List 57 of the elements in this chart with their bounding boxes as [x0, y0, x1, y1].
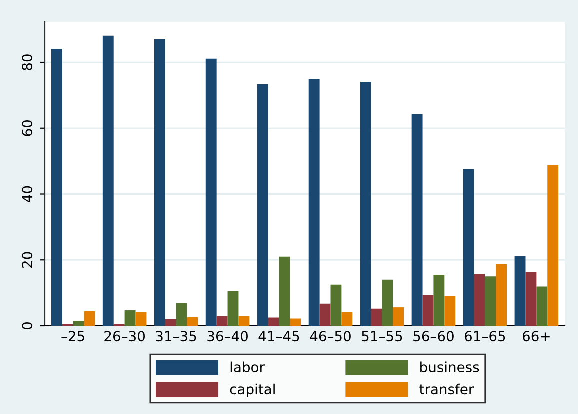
bar [474, 274, 486, 326]
bar [238, 316, 250, 326]
x-tick-label: 26–30 [104, 331, 146, 342]
bar [371, 308, 382, 326]
y-tick-label: 20 [22, 252, 33, 268]
bar [308, 79, 320, 326]
x-tick-label: 41–45 [258, 331, 300, 342]
bar [257, 84, 268, 326]
bar [165, 319, 176, 326]
y-tick-label: 40 [22, 186, 33, 202]
bar [330, 284, 342, 326]
x-tick-label: –25 [62, 331, 84, 342]
bar [393, 308, 404, 326]
bar [268, 318, 280, 326]
bar [444, 296, 456, 326]
bar [320, 304, 331, 326]
legend-label: capital [230, 384, 275, 398]
legend-label: transfer [420, 384, 474, 395]
bar [279, 256, 290, 326]
x-tick-label: 61–65 [465, 331, 506, 342]
x-tick-label: 46–50 [310, 331, 351, 342]
x-tick-label: 56–60 [414, 331, 454, 342]
bar [496, 264, 508, 326]
bar [84, 312, 96, 326]
bar [176, 303, 188, 326]
x-tick-label: 51–55 [362, 331, 402, 342]
x-tick-label: 36–40 [208, 331, 248, 342]
bar [548, 165, 559, 326]
x-tick-label: 31–35 [156, 331, 196, 342]
bar [102, 36, 114, 326]
bar [154, 39, 166, 326]
bar [342, 312, 353, 326]
y-tick-label: 0 [22, 322, 33, 330]
bar [136, 312, 147, 326]
y-tick-label: 80 [22, 54, 33, 70]
bar [360, 82, 372, 326]
bar [216, 316, 228, 326]
legend-label: labor [230, 362, 265, 373]
bar [228, 291, 239, 326]
bar [434, 274, 445, 326]
x-tick-label: 66+ [522, 331, 550, 342]
bar [187, 317, 198, 326]
bar [290, 318, 302, 326]
y-tick-label: 60 [22, 120, 33, 136]
bar [526, 272, 537, 326]
bar [382, 280, 394, 326]
bar [206, 58, 217, 326]
bar [124, 310, 136, 326]
bar [536, 286, 548, 326]
legend-label: business [420, 362, 480, 373]
bar [73, 321, 84, 326]
bar [51, 49, 62, 326]
bar [463, 169, 474, 326]
bar [514, 256, 526, 326]
bar [485, 276, 496, 326]
bar [422, 295, 434, 326]
bar [412, 114, 423, 326]
